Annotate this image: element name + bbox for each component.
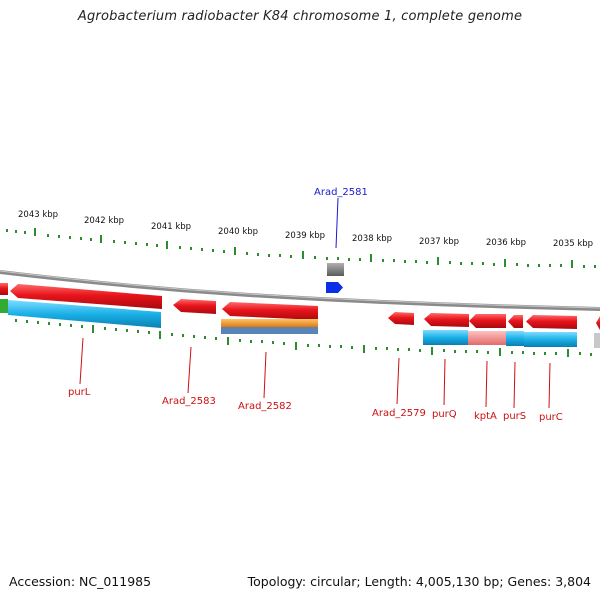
gene-label-arad-2582: Arad_2582 — [238, 401, 292, 412]
gene-arrow-arad-2582 — [222, 302, 318, 320]
scale-label-2040: 2040 kbp — [218, 227, 258, 237]
gene-arrow-purS — [508, 315, 523, 328]
genome-summary-text: Topology: circular; Length: 4,005,130 bp… — [247, 574, 591, 589]
pink-cds-kptA — [468, 331, 506, 345]
arad-2581-label: Arad_2581 — [314, 187, 368, 198]
gene-label-arad-2583: Arad_2583 — [162, 396, 216, 407]
scale-label-2039: 2039 kbp — [285, 231, 325, 241]
gene-labels: purL Arad_2583 Arad_2582 Arad_2579 purQ … — [68, 387, 563, 423]
arad-2581-leader — [335, 197, 339, 249]
gene-arrow-far-right — [596, 316, 600, 330]
scale-label-2041: 2041 kbp — [151, 222, 191, 232]
gene-label-purC: purC — [539, 412, 563, 423]
gene-arrow-purQ — [424, 313, 469, 327]
scale-label-2043: 2043 kbp — [18, 210, 58, 220]
scale-label-2035: 2035 kbp — [553, 239, 593, 249]
gene-label-purS: purS — [503, 411, 526, 422]
gene-arrow-arad-2583 — [173, 299, 216, 314]
gene-label-kptA: kptA — [474, 411, 497, 422]
cds-bars — [0, 299, 600, 348]
scale-label-2038: 2038 kbp — [352, 234, 392, 244]
cds-purL — [8, 300, 161, 328]
gene-label-leaders — [79, 337, 551, 409]
gene-arrow-purC — [526, 315, 577, 329]
chromosome-backbone — [0, 270, 600, 311]
inner-tick-ring — [15, 319, 592, 357]
cds-purS — [506, 331, 524, 346]
orange-feature — [221, 319, 318, 327]
gene-label-arad-2579: Arad_2579 — [372, 408, 426, 419]
gene-label-purQ: purQ — [432, 409, 457, 420]
gray-feature — [327, 263, 344, 276]
accession-text: Accession: NC_011985 — [9, 574, 152, 589]
gene-arrows-top — [0, 283, 600, 330]
cds-purC — [524, 332, 577, 347]
green-cds-left — [0, 299, 8, 313]
scale-labels: 2043 kbp 2042 kbp 2041 kbp 2040 kbp 2039… — [18, 210, 593, 249]
scale-label-2036: 2036 kbp — [486, 238, 526, 248]
gene-arrow-kptA — [469, 314, 506, 328]
steel-feature — [221, 327, 318, 334]
gray-cds-right — [594, 333, 600, 348]
outer-tick-ring — [6, 228, 596, 268]
gene-label-purL: purL — [68, 387, 91, 398]
blue-feature-arrow — [326, 282, 343, 293]
gene-arrow-far-left — [0, 283, 8, 295]
scale-label-2042: 2042 kbp — [84, 216, 124, 226]
scale-label-2037: 2037 kbp — [419, 237, 459, 247]
gene-arrow-arad-2579 — [388, 312, 414, 325]
map-title: Agrobacterium radiobacter K84 chromosome… — [77, 9, 523, 24]
gene-arrow-purL — [10, 284, 162, 309]
cds-purQ — [423, 330, 468, 345]
